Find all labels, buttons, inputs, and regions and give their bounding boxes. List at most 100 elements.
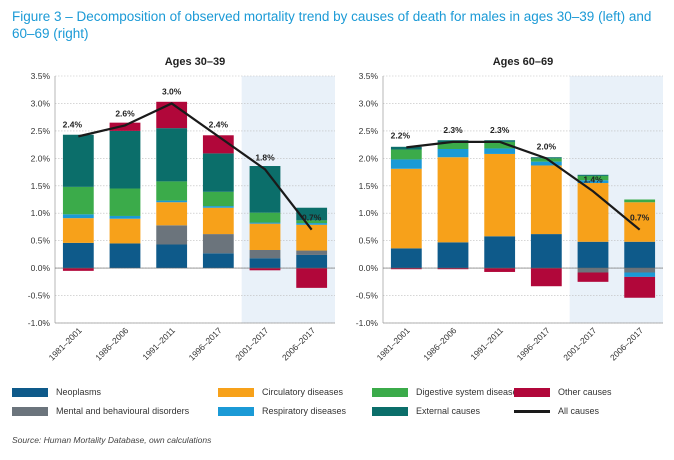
bar-circulatory — [390, 168, 422, 249]
all-causes-label: 2.3% — [443, 125, 463, 135]
bar-external — [62, 134, 94, 187]
bar-circulatory — [577, 183, 609, 242]
chart-panel-2: -1.0% -0.5% 0.0% 0.5% 1.0% 1.5% 2.0% 2.5% 3.0% 3.… — [356, 56, 663, 362]
legend-swatch-neoplasms — [12, 388, 48, 397]
bar-digestive — [249, 212, 281, 223]
legend-swatch-mental — [12, 407, 48, 416]
bar-digestive — [202, 191, 234, 207]
bar-mental — [156, 225, 188, 245]
bar-digestive — [390, 149, 422, 160]
legend-item-respiratory: Respiratory diseases — [218, 405, 388, 417]
bar-circulatory — [437, 157, 469, 243]
chart-title: Ages 30–39 — [165, 56, 226, 68]
y-tick-label: 3.5% — [359, 71, 379, 81]
y-tick-label: 3.5% — [31, 71, 51, 81]
all-causes-label: 1.8% — [255, 152, 275, 162]
legend-label: Digestive system diseases — [416, 387, 523, 397]
bar-digestive — [109, 188, 141, 216]
x-tick-label: 1991–2011 — [140, 325, 177, 362]
bar-digestive — [624, 199, 656, 203]
bar-other — [437, 268, 469, 270]
bar-neoplasms — [530, 234, 562, 269]
legend-label: Neoplasms — [56, 387, 102, 397]
all-causes-label: 2.4% — [63, 119, 83, 129]
legend-line-all-causes — [514, 410, 550, 413]
bar-circulatory — [249, 223, 281, 250]
bar-digestive — [156, 181, 188, 201]
y-tick-label: 2.5% — [359, 126, 379, 136]
legend-label: Respiratory diseases — [262, 406, 347, 416]
x-tick-label: 2006–2017 — [608, 325, 645, 362]
x-tick-label: 1991–2011 — [468, 325, 505, 362]
y-tick-label: 1.5% — [359, 181, 379, 191]
all-causes-label: 1.4% — [583, 174, 603, 184]
y-tick-label: 0.0% — [31, 263, 51, 273]
bar-neoplasms — [437, 242, 469, 269]
legend-item-neoplasms: Neoplasms — [12, 386, 182, 398]
y-tick-label: 2.0% — [359, 153, 379, 163]
bar-circulatory — [202, 207, 234, 235]
bar-respiratory — [109, 215, 141, 219]
bar-respiratory — [62, 214, 94, 219]
y-tick-label: -0.5% — [356, 291, 379, 301]
bar-other — [202, 135, 234, 154]
bar-respiratory — [530, 161, 562, 166]
x-tick-label: 1986–2006 — [93, 325, 130, 362]
bar-respiratory — [484, 148, 516, 154]
legend-label: Other causes — [558, 387, 612, 397]
bar-digestive — [530, 158, 562, 162]
all-causes-label: 2.0% — [537, 141, 557, 151]
bar-circulatory — [62, 218, 94, 243]
legend-item-other: Other causes — [514, 386, 674, 398]
bar-external — [249, 166, 281, 213]
bar-mental — [296, 250, 328, 255]
legend-swatch-circulatory — [218, 388, 254, 397]
bar-neoplasms — [249, 258, 281, 269]
bar-external — [202, 153, 234, 192]
x-tick-label: 2006–2017 — [280, 325, 317, 362]
bar-other — [109, 122, 141, 131]
bar-neoplasms — [484, 236, 516, 269]
all-causes-label: 0.7% — [302, 213, 322, 223]
source-note: Source: Human Mortality Database, own ca… — [12, 435, 212, 445]
all-causes-label: 2.6% — [115, 108, 135, 118]
legend-swatch-external — [372, 407, 408, 416]
bar-external — [577, 174, 609, 176]
y-tick-label: -1.0% — [28, 318, 51, 328]
bar-neoplasms — [624, 241, 656, 269]
legend-label: External causes — [416, 406, 481, 416]
bar-neoplasms — [109, 243, 141, 269]
y-tick-label: 2.5% — [31, 126, 51, 136]
bar-circulatory — [530, 165, 562, 235]
y-tick-label: -0.5% — [28, 291, 51, 301]
y-tick-label: 2.0% — [31, 153, 51, 163]
bar-digestive — [437, 142, 469, 150]
bar-respiratory — [437, 149, 469, 158]
x-tick-label: 2001–2017 — [233, 325, 270, 362]
bar-mental — [577, 268, 609, 273]
bar-digestive — [62, 186, 94, 215]
bar-other — [577, 272, 609, 282]
legend-label: All causes — [558, 406, 600, 416]
bar-digestive — [484, 141, 516, 149]
bar-external — [296, 207, 328, 221]
bar-neoplasms — [296, 254, 328, 269]
bar-neoplasms — [156, 244, 188, 269]
x-tick-label: 1996–2017 — [187, 325, 224, 362]
all-causes-label: 2.4% — [209, 119, 229, 129]
all-causes-label: 2.3% — [490, 125, 510, 135]
x-tick-label: 1981–2001 — [47, 325, 84, 362]
bar-respiratory — [624, 272, 656, 277]
bar-other — [390, 268, 422, 270]
legend-swatch-other — [514, 388, 550, 397]
charts-canvas: -1.0% -0.5% 0.0% 0.5% 1.0% 1.5% 2.0% 2.5% 3.0% 3.… — [28, 56, 663, 362]
y-tick-label: -1.0% — [356, 318, 379, 328]
bar-external — [156, 128, 188, 182]
all-causes-label: 3.0% — [162, 86, 182, 96]
all-causes-label: 2.2% — [391, 130, 411, 140]
legend-item-circulatory: Circulatory diseases — [218, 386, 388, 398]
bar-external — [109, 130, 141, 189]
x-tick-label: 1986–2006 — [421, 325, 458, 362]
y-tick-label: 1.5% — [31, 181, 51, 191]
bar-neoplasms — [62, 242, 94, 269]
